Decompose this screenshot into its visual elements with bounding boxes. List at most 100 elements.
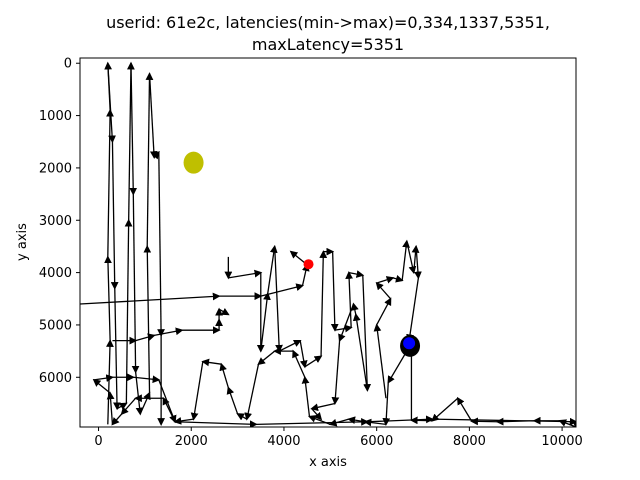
trajectory-segment <box>375 281 392 300</box>
trajectory-segment <box>80 292 221 305</box>
trajectory-segment <box>382 382 391 426</box>
trajectory-segment <box>279 339 302 352</box>
trajectory-segment <box>338 303 355 343</box>
trajectory-segment <box>274 246 283 353</box>
trajectory-segment <box>411 244 420 273</box>
x-tick-label: 0 <box>94 434 102 449</box>
x-tick-label: 10000 <box>541 434 582 449</box>
trajectory-segment <box>345 271 354 328</box>
trajectory-segment <box>145 72 154 247</box>
x-tick-label: 8000 <box>453 434 486 449</box>
trajectory-segment <box>351 302 359 315</box>
trajectory-segment <box>131 194 140 374</box>
trajectory-segment <box>133 375 161 384</box>
trajectory-segment <box>175 420 258 427</box>
trajectory-segment <box>124 218 133 404</box>
y-tick-label: 1000 <box>39 109 72 124</box>
trajectory-segment <box>151 151 160 160</box>
trajectory-segment <box>406 277 420 343</box>
y-tick-label: 3000 <box>39 214 72 229</box>
trajectory-segment <box>376 297 392 326</box>
trajectory-segment <box>190 361 204 421</box>
trajectory-segment <box>143 244 152 393</box>
position-marker <box>183 151 204 174</box>
y-tick-label: 5000 <box>39 318 72 333</box>
trajectory-segment <box>116 402 128 410</box>
y-tick-label: 4000 <box>39 266 72 281</box>
trajectory-segment <box>362 275 372 392</box>
y-tick-label: 6000 <box>39 371 72 386</box>
trajectory-segment <box>107 63 116 144</box>
trajectory-segment <box>92 378 111 394</box>
trajectory-segment <box>267 244 278 294</box>
trajectory-segment <box>376 276 395 284</box>
trajectory-segment <box>106 339 114 425</box>
trajectory-segment <box>111 413 123 426</box>
trajectory-segment <box>219 362 229 388</box>
y-tick-label: 0 <box>64 57 72 72</box>
trajectory-segment <box>260 291 271 352</box>
trajectory-segment <box>432 417 576 426</box>
trajectory-segment <box>373 323 387 399</box>
trajectory-segment <box>236 413 248 421</box>
trajectory-segment <box>256 418 369 426</box>
trajectory-segment <box>470 417 498 426</box>
position-marker <box>403 337 416 350</box>
trajectory-segment <box>348 270 365 278</box>
trajectory-segment <box>110 141 119 290</box>
y-axis-ticks: 0 1000 2000 3000 4000 5000 6000 <box>39 57 80 386</box>
plot-markers-group <box>183 151 421 357</box>
trajectory-segment <box>367 415 434 424</box>
trajectory-segment <box>331 340 341 406</box>
trajectory-segment <box>126 61 135 221</box>
x-tick-label: 2000 <box>175 434 208 449</box>
trajectory-segment <box>310 402 336 412</box>
x-axis-label: x axis <box>309 455 347 470</box>
trajectory-segment <box>148 73 158 160</box>
x-axis-ticks: 0 2000 4000 6000 8000 10000 <box>94 427 583 449</box>
x-tick-label: 4000 <box>267 434 300 449</box>
trajectory-segment <box>292 349 306 378</box>
trajectory-segment <box>352 312 369 391</box>
trajectory-segment <box>334 324 353 333</box>
trajectory-segment <box>431 397 459 422</box>
trajectory-segment <box>154 327 184 337</box>
trajectory-segment <box>414 246 422 280</box>
chart-title-line-1: userid: 61e2c, latencies(min->max)=0,334… <box>106 13 550 32</box>
trajectory-segment <box>319 250 328 357</box>
plot-series-group <box>80 61 576 427</box>
trajectory-segment <box>218 308 230 316</box>
y-tick-label: 2000 <box>39 161 72 176</box>
trajectory-segment <box>328 418 350 427</box>
trajectory-segment <box>406 241 417 275</box>
trajectory-segment <box>392 274 404 283</box>
trajectory-segment <box>134 371 144 416</box>
trajectory-segment <box>228 269 263 279</box>
trajectory-segment <box>299 340 308 369</box>
trajectory-segment <box>139 391 151 415</box>
trajectory-segment <box>106 391 115 425</box>
trajectory-segment <box>311 408 323 421</box>
chart-title-line-2: maxLatency=5351 <box>252 35 404 54</box>
plot-area-frame <box>79 57 577 428</box>
position-marker <box>303 259 314 270</box>
trajectory-segment <box>201 358 222 367</box>
trajectory-segment <box>120 397 137 416</box>
trajectory-segment <box>129 63 138 196</box>
trajectory-segment <box>104 255 112 341</box>
x-tick-label: 6000 <box>360 434 393 449</box>
trajectory-segment <box>304 355 323 368</box>
trajectory-segment <box>244 364 260 421</box>
trajectory-segment <box>113 288 121 411</box>
trajectory-segment <box>401 239 410 281</box>
trajectory-segment <box>456 396 473 422</box>
trajectory-segment <box>106 108 114 257</box>
trajectory-segment <box>226 386 239 415</box>
trajectory-segment <box>301 375 311 417</box>
trajectory-segment <box>257 350 276 366</box>
trajectory-segment <box>330 251 339 332</box>
y-axis-label: y axis <box>15 223 30 261</box>
trajectory-segment <box>135 333 156 342</box>
trajectory-segment <box>157 152 165 337</box>
